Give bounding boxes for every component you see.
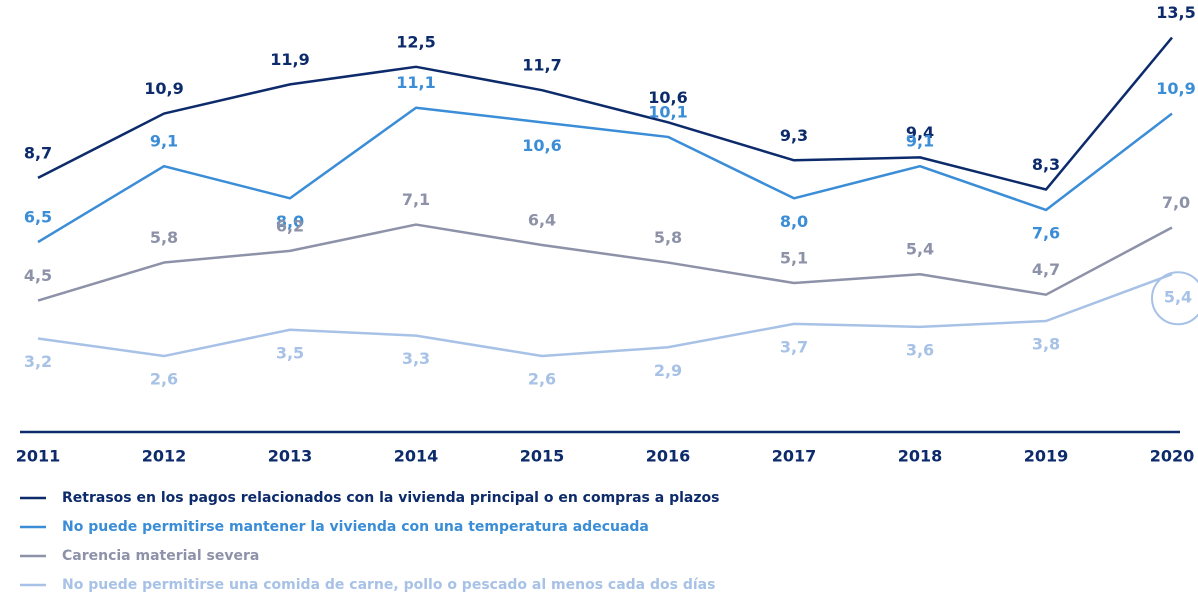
data-label: 4,7	[1032, 260, 1060, 279]
x-tick-label: 2016	[646, 447, 691, 466]
data-label: 7,0	[1162, 193, 1190, 212]
data-label: 13,5	[1156, 3, 1195, 22]
data-label: 2,6	[528, 370, 556, 389]
data-label: 3,7	[780, 337, 808, 356]
highlight-circle	[1151, 271, 1198, 326]
legend-label: Carencia material severa	[62, 548, 259, 564]
x-tick-label: 2015	[520, 447, 565, 466]
data-label: 12,5	[396, 32, 435, 51]
data-label: 5,1	[780, 249, 808, 268]
x-tick-label: 2018	[898, 447, 943, 466]
series-line	[37, 223, 1173, 302]
data-label: 11,7	[522, 56, 561, 75]
data-label: 10,9	[1156, 79, 1195, 98]
data-label: 6,4	[528, 211, 556, 230]
data-label: 9,3	[780, 126, 808, 145]
data-label: 3,8	[1032, 334, 1060, 353]
x-tick-label: 2014	[394, 447, 439, 466]
x-tick-label: 2017	[772, 447, 817, 466]
data-label: 7,6	[1032, 223, 1060, 242]
data-label: 10,9	[144, 79, 183, 98]
legend-label: Retrasos en los pagos relacionados con l…	[62, 490, 719, 506]
data-label: 4,5	[24, 266, 52, 285]
data-label: 11,1	[396, 73, 435, 92]
data-label: 3,6	[906, 340, 934, 359]
x-tick-label: 2013	[268, 447, 313, 466]
data-label: 5,4	[1164, 288, 1192, 307]
data-label: 9,1	[150, 132, 178, 151]
data-label: 5,4	[906, 240, 934, 259]
data-label: 5,8	[654, 228, 682, 247]
data-label: 5,8	[150, 228, 178, 247]
series-line	[37, 273, 1173, 358]
legend-label: No puede permitirse una comida de carne,…	[62, 577, 715, 593]
x-tick-label: 2012	[142, 447, 187, 466]
data-label: 8,0	[276, 212, 304, 231]
x-tick-label: 2020	[1150, 447, 1195, 466]
data-label: 2,9	[654, 361, 682, 380]
legend-label: No puede permitirse mantener la vivienda…	[62, 519, 649, 535]
data-label: 9,4	[906, 123, 934, 142]
data-label: 8,3	[1032, 155, 1060, 174]
data-label: 6,2	[276, 216, 304, 235]
data-label: 10,6	[648, 88, 687, 107]
data-label: 2,6	[150, 370, 178, 389]
data-label: 3,2	[24, 352, 52, 371]
data-label: 10,1	[648, 102, 687, 121]
data-label: 10,6	[522, 136, 561, 155]
x-tick-label: 2011	[16, 447, 61, 466]
data-label: 8,7	[24, 143, 52, 162]
series-line	[37, 36, 1173, 191]
x-tick-label: 2019	[1024, 447, 1069, 466]
data-label: 6,5	[24, 208, 52, 227]
series-line	[37, 106, 1173, 244]
data-label: 9,1	[906, 132, 934, 151]
data-label: 7,1	[402, 190, 430, 209]
data-label: 11,9	[270, 50, 309, 69]
data-label: 3,3	[402, 349, 430, 368]
data-label: 3,5	[276, 343, 304, 362]
data-label: 8,0	[780, 212, 808, 231]
